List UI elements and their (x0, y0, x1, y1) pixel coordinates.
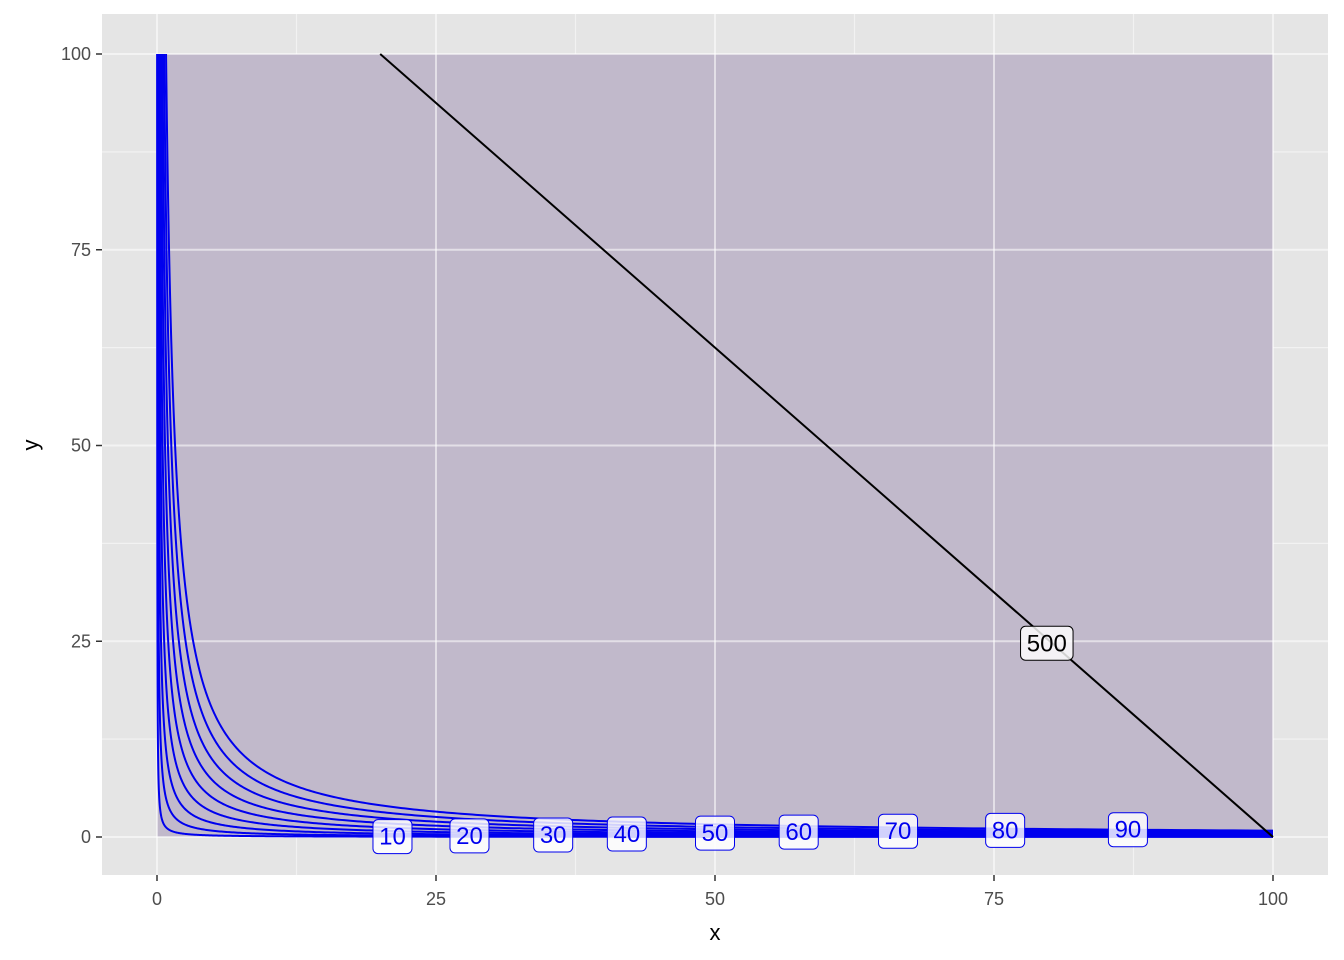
contour-label-text: 80 (992, 817, 1019, 844)
contour-label-text: 70 (885, 818, 912, 845)
contour-label-box (695, 815, 735, 851)
y-axis-title: y (18, 440, 43, 451)
contour-label-80: 80 (985, 812, 1026, 848)
contour-label-box (606, 816, 647, 852)
y-tick-label: 100 (61, 44, 91, 64)
budget-line-label: 500 (1020, 625, 1074, 661)
contour-label-box (449, 818, 490, 854)
contour-label-box (878, 813, 919, 849)
contour-label-20: 20 (449, 818, 490, 854)
y-tick-label: 0 (81, 827, 91, 847)
contour-line-60 (160, 53, 1274, 836)
x-tick-label: 0 (152, 889, 162, 909)
contour-label-box (985, 812, 1026, 848)
budget-line (379, 53, 1274, 838)
contour-label-text: 500 (1027, 630, 1067, 657)
x-axis: 0 25 50 75 100 (152, 875, 1288, 909)
contour-label-box (1020, 625, 1074, 661)
contour-label-60: 60 (778, 814, 819, 850)
x-axis-title: x (710, 920, 721, 945)
contour-label-text: 20 (456, 823, 483, 850)
contour-label-text: 30 (540, 822, 567, 849)
contour-label-70: 70 (878, 813, 919, 849)
x-tick-label: 25 (426, 889, 446, 909)
y-tick-label: 75 (71, 240, 91, 260)
contour-label-text: 40 (613, 821, 640, 848)
y-tick-label: 25 (71, 631, 91, 651)
contour-label-text: 90 (1115, 817, 1142, 844)
contour-label-text: 60 (785, 819, 812, 846)
x-tick-label: 75 (984, 889, 1004, 909)
contour-label-box (372, 819, 413, 855)
contour-label-box (778, 814, 819, 850)
x-tick-label: 100 (1258, 889, 1288, 909)
contour-label-40: 40 (606, 816, 647, 852)
contour-label-text: 50 (702, 820, 729, 847)
x-tick-label: 50 (705, 889, 725, 909)
contour-labels: 10 20 30 40 50 60 70 80 90 500 (372, 625, 1148, 855)
contour-label-90: 90 (1107, 812, 1148, 848)
contour-label-box (533, 817, 574, 853)
contour-line-30 (157, 53, 1274, 838)
contour-label-10: 10 (372, 819, 413, 855)
budget-line-path (379, 53, 1274, 838)
contour-line-90 (165, 53, 1274, 832)
y-tick-label: 50 (71, 436, 91, 456)
contour-label-text: 10 (379, 824, 406, 851)
y-axis: 0 25 50 75 100 (61, 44, 102, 847)
contour-label-30: 30 (533, 817, 574, 853)
contour-label-box (1107, 812, 1148, 848)
contour-label-50: 50 (695, 815, 735, 851)
